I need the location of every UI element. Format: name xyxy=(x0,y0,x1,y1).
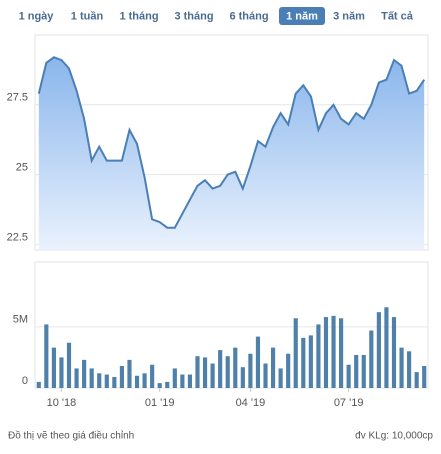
volume-bar xyxy=(248,353,253,388)
volume-bar xyxy=(225,356,230,388)
volume-bar xyxy=(414,372,419,388)
tab[interactable]: 1 tháng xyxy=(119,10,158,22)
tab[interactable]: 1 tuần xyxy=(71,10,104,22)
volume-bar xyxy=(369,330,374,388)
volume-bar xyxy=(134,375,140,388)
volume-bar xyxy=(150,364,155,388)
y-tick-label: 22.5 xyxy=(7,231,28,243)
volume-bar xyxy=(172,368,177,388)
volume-bar xyxy=(391,317,397,388)
price-line xyxy=(37,56,426,229)
volume-bar xyxy=(59,357,64,388)
volume-bar xyxy=(240,367,245,388)
footer-note: Đồ thị vẽ theo giá điều chỉnh xyxy=(8,430,134,442)
plot-frame xyxy=(34,261,429,389)
volume-bar xyxy=(187,374,193,388)
volume-bar xyxy=(36,381,41,388)
volume-bar xyxy=(263,363,268,388)
x-tick-label: 01 '19 xyxy=(145,397,175,409)
y-tick-label: 25 xyxy=(16,162,28,174)
volume-bar xyxy=(407,351,412,388)
y-tick-label: 0 xyxy=(22,375,28,387)
y-tick-label: 5M xyxy=(13,314,28,326)
volume-bar xyxy=(233,347,238,388)
tab[interactable]: 3 năm xyxy=(333,10,365,22)
volume-bar xyxy=(278,368,283,388)
volume-bar xyxy=(323,317,329,388)
volume-bar xyxy=(112,376,117,388)
tab[interactable]: 1 ngày xyxy=(19,10,55,22)
volume-bar xyxy=(142,373,147,388)
volume-bar xyxy=(97,373,102,388)
volume-bar xyxy=(301,337,306,388)
volume-bar xyxy=(210,363,215,388)
volume-bar xyxy=(82,359,87,388)
volume-bar xyxy=(195,356,200,388)
volume-bar xyxy=(293,318,298,388)
volume-bar xyxy=(384,307,389,388)
tab[interactable]: 1 năm xyxy=(286,10,318,22)
volume-bar xyxy=(331,315,336,388)
y-tick-label: 27.5 xyxy=(7,92,28,104)
volume-bar xyxy=(376,312,381,388)
volume-bar xyxy=(127,359,132,388)
x-tick-label: 04 '19 xyxy=(236,397,266,409)
volume-bar xyxy=(202,357,208,388)
volume-bar xyxy=(308,335,313,388)
tab-selected-bg xyxy=(279,7,325,25)
volume-bar xyxy=(286,353,291,388)
volume-bar xyxy=(316,324,321,388)
tab[interactable]: 6 tháng xyxy=(229,10,268,22)
x-tick-label: 07 '19 xyxy=(334,397,364,409)
volume-bar xyxy=(104,374,109,388)
volume-bar xyxy=(354,354,359,388)
volume-bar xyxy=(339,318,344,388)
volume-bar xyxy=(89,368,94,388)
volume-bar xyxy=(255,336,261,388)
volume-bar xyxy=(346,364,351,388)
volume-bar xyxy=(270,347,276,388)
volume-bar xyxy=(180,374,185,388)
volume-bar xyxy=(44,324,49,388)
volume-bar xyxy=(165,381,170,388)
volume-bar xyxy=(74,368,79,388)
volume-bar xyxy=(422,365,427,388)
volume-bar xyxy=(157,383,162,388)
x-tick-label: 10 '18 xyxy=(47,397,77,409)
volume-bar xyxy=(218,350,223,388)
tab[interactable]: Tất cả xyxy=(381,10,414,22)
footer-unit: đv KLg: 10,000cp xyxy=(355,431,433,442)
volume-bar xyxy=(361,354,366,388)
area-fill xyxy=(38,57,425,250)
volume-bar xyxy=(399,347,404,388)
tab[interactable]: 3 tháng xyxy=(174,10,213,22)
volume-bar xyxy=(51,347,56,388)
volume-bar xyxy=(119,365,124,388)
volume-bar xyxy=(66,342,72,388)
